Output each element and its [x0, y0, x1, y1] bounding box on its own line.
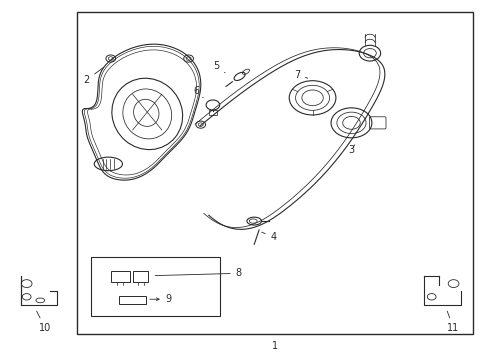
- Bar: [133, 271, 148, 282]
- Text: 5: 5: [213, 62, 224, 73]
- Text: 2: 2: [83, 67, 103, 85]
- Bar: [119, 296, 146, 303]
- Text: 9: 9: [150, 294, 171, 304]
- Text: 6: 6: [193, 86, 203, 98]
- Text: 7: 7: [293, 69, 307, 80]
- Text: 11: 11: [447, 311, 459, 333]
- Text: 8: 8: [155, 268, 242, 278]
- Text: 3: 3: [347, 145, 354, 155]
- Bar: [77, 12, 472, 334]
- Text: 4: 4: [261, 232, 276, 242]
- Bar: [111, 271, 129, 282]
- Bar: [91, 257, 220, 316]
- Text: 1: 1: [271, 341, 277, 351]
- Text: 10: 10: [37, 311, 51, 333]
